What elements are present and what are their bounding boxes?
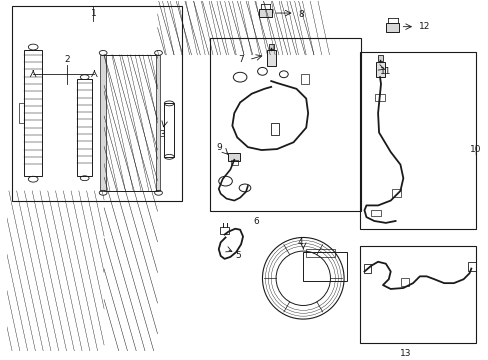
Bar — [385, 23, 399, 32]
Bar — [375, 62, 384, 77]
Text: 5: 5 — [235, 251, 241, 260]
Bar — [209, 38, 360, 211]
Bar — [401, 278, 408, 286]
Bar — [377, 55, 382, 60]
Text: 3: 3 — [159, 130, 165, 139]
Bar — [219, 227, 229, 234]
Bar — [391, 189, 401, 197]
Bar — [305, 249, 335, 257]
Text: 6: 6 — [253, 217, 259, 226]
Bar — [269, 44, 274, 49]
Text: 10: 10 — [468, 145, 480, 154]
Text: 13: 13 — [399, 349, 410, 358]
Text: 7: 7 — [238, 55, 244, 64]
Bar — [19, 103, 24, 123]
Bar — [468, 262, 475, 271]
Bar — [24, 50, 42, 176]
Bar — [359, 246, 475, 343]
Bar — [228, 153, 240, 161]
Text: 2: 2 — [64, 55, 70, 64]
Text: 4: 4 — [297, 238, 303, 247]
Bar — [374, 94, 384, 102]
Bar — [359, 52, 475, 229]
Bar — [258, 9, 272, 17]
Bar — [104, 55, 157, 191]
Bar — [267, 50, 276, 66]
Bar — [77, 79, 92, 176]
Bar — [164, 103, 174, 157]
Text: 9: 9 — [215, 143, 221, 152]
Bar — [231, 160, 238, 165]
Bar — [370, 210, 380, 216]
Bar — [363, 264, 370, 274]
Text: 8: 8 — [298, 9, 304, 18]
Text: 12: 12 — [418, 22, 429, 31]
Bar — [301, 74, 308, 84]
Bar — [155, 55, 160, 191]
Text: 11: 11 — [379, 67, 391, 76]
Bar — [100, 55, 106, 191]
Bar — [271, 123, 279, 135]
Bar — [12, 6, 182, 201]
Text: 1: 1 — [90, 9, 96, 18]
Bar — [303, 252, 346, 281]
